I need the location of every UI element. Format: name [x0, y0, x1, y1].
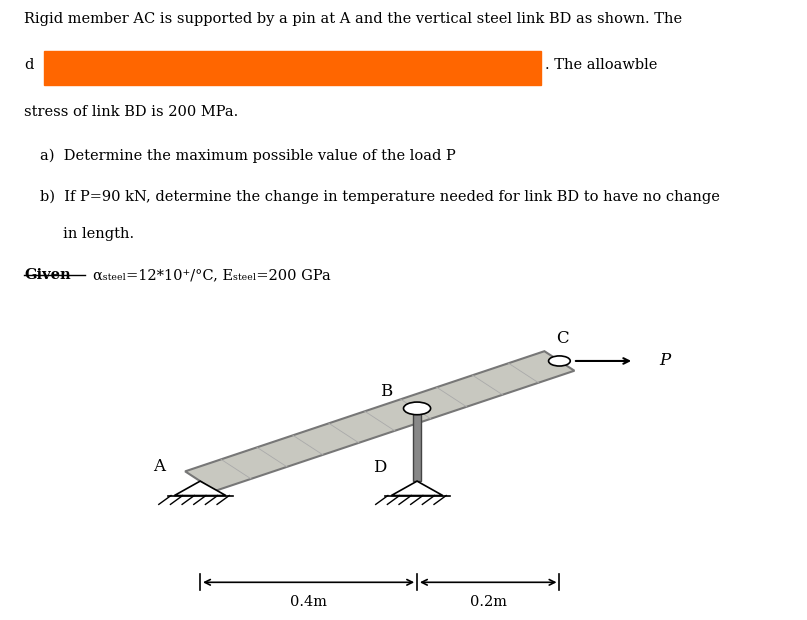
- Circle shape: [404, 402, 431, 415]
- Text: 0.4m: 0.4m: [290, 595, 327, 609]
- Polygon shape: [412, 409, 421, 481]
- Text: C: C: [557, 330, 569, 347]
- Polygon shape: [391, 481, 443, 495]
- Text: d: d: [24, 58, 34, 73]
- FancyBboxPatch shape: [44, 51, 541, 84]
- Text: Given: Given: [24, 268, 71, 282]
- Text: a)  Determine the maximum possible value of the load P: a) Determine the maximum possible value …: [40, 149, 456, 163]
- Text: αₛₜₑₑₗ=12*10⁺/°C, Eₛₜₑₑₗ=200 GPa: αₛₜₑₑₗ=12*10⁺/°C, Eₛₜₑₑₗ=200 GPa: [93, 268, 331, 282]
- Polygon shape: [185, 351, 575, 491]
- Text: P: P: [659, 352, 670, 368]
- Text: A: A: [153, 458, 165, 475]
- Text: . The alloawble: . The alloawble: [545, 58, 657, 73]
- Text: stress of link BD is 200 MPa.: stress of link BD is 200 MPa.: [24, 105, 238, 119]
- Text: B: B: [380, 384, 393, 401]
- Text: D: D: [373, 459, 387, 476]
- Text: in length.: in length.: [40, 228, 135, 241]
- Text: 0.2m: 0.2m: [470, 595, 507, 609]
- Text: Rigid member AC is supported by a pin at A and the vertical steel link BD as sho: Rigid member AC is supported by a pin at…: [24, 12, 683, 25]
- Text: b)  If P=90 kN, determine the change in temperature needed for link BD to have n: b) If P=90 kN, determine the change in t…: [40, 190, 720, 204]
- Circle shape: [549, 356, 571, 366]
- Polygon shape: [174, 481, 226, 495]
